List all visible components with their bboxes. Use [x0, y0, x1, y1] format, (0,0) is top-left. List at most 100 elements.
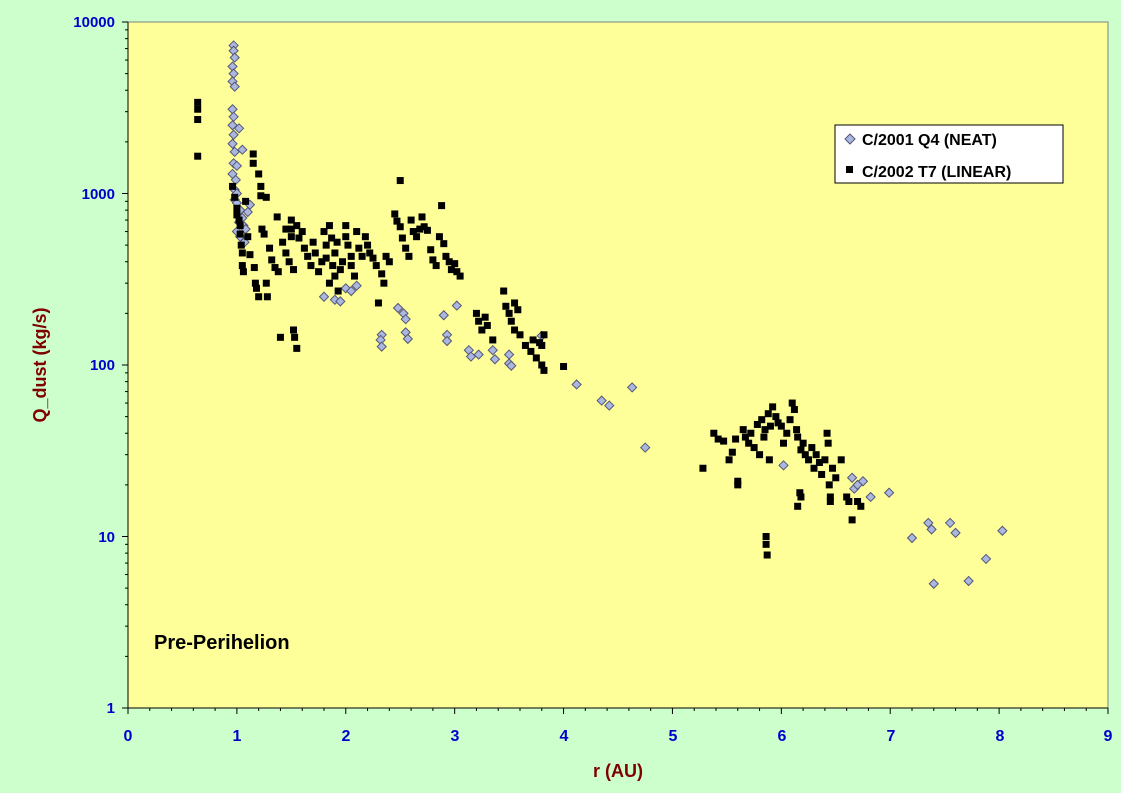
linear-data-point [237, 241, 245, 249]
neat-data-point [928, 578, 939, 589]
linear-data-point [797, 493, 805, 501]
linear-data-point [826, 497, 834, 505]
linear-data-point [538, 361, 546, 369]
neat-data-point [865, 491, 876, 503]
linear-data-point [769, 403, 777, 411]
linear-data-point [699, 464, 707, 472]
linear-data-point [244, 233, 252, 241]
linear-data-point [793, 426, 801, 434]
linear-data-point [812, 451, 820, 459]
linear-data-point [251, 279, 259, 287]
linear-data-point [824, 439, 832, 447]
linear-data-point [732, 435, 740, 443]
linear-data-point [825, 481, 833, 489]
linear-data-point [255, 293, 263, 301]
linear-data-point [249, 159, 257, 167]
linear-data-point [714, 435, 722, 443]
linear-data-point [290, 326, 298, 334]
linear-data-point [374, 299, 382, 307]
linear-data-point [258, 225, 266, 233]
linear-data-point [293, 344, 301, 352]
neat-data-point [473, 349, 484, 360]
neat-data-point [392, 302, 404, 314]
linear-data-point [342, 233, 350, 241]
neat-data-point [346, 285, 357, 297]
linear-data-point [249, 150, 257, 158]
neat-data-point [489, 354, 501, 365]
linear-data-point [427, 246, 435, 254]
linear-data-point [843, 493, 851, 501]
linear-data-point [372, 262, 380, 270]
linear-data-point [235, 216, 243, 224]
linear-data-point [315, 268, 323, 276]
linear-data-point [233, 204, 241, 212]
linear-data-point [246, 251, 254, 259]
linear-data-point [347, 262, 355, 270]
linear-data-point [409, 228, 417, 236]
neat-data-point [923, 517, 934, 529]
linear-data-point [307, 262, 315, 270]
linear-data-point [766, 422, 774, 430]
neat-data-point [846, 472, 858, 483]
neat-data-point [596, 395, 607, 406]
linear-data-point [405, 252, 413, 260]
linear-data-point [823, 429, 831, 437]
linear-data-point [423, 226, 431, 234]
linear-data-point [260, 230, 268, 238]
y-tick-label: 1 [107, 700, 115, 717]
linear-data-point [837, 456, 845, 464]
linear-data-point [291, 333, 299, 341]
linear-data-point [242, 197, 250, 205]
neat-data-point [318, 291, 330, 302]
neat-data-point [229, 146, 240, 158]
linear-data-point [407, 216, 415, 224]
linear-data-point [298, 228, 306, 236]
linear-data-point [710, 429, 718, 437]
linear-data-point [777, 422, 785, 430]
linear-data-point [796, 489, 804, 497]
neat-data-point [950, 527, 961, 539]
linear-data-point [765, 456, 773, 464]
linear-data-point [257, 192, 265, 200]
linear-data-point [366, 249, 374, 257]
linear-data-point [353, 228, 361, 236]
linear-data-point [532, 354, 540, 362]
neat-data-point [351, 280, 362, 291]
linear-data-point [322, 241, 330, 249]
x-tick-labels: 0 1 2 3 4 5 6 7 8 9 [124, 728, 1113, 745]
linear-data-point [287, 225, 295, 233]
linear-data-point [511, 326, 519, 334]
linear-data-point [747, 429, 755, 437]
y-tick-label: 1000 [82, 186, 115, 203]
linear-data-point [271, 264, 279, 272]
linear-data-point [252, 284, 260, 292]
linear-data-point [420, 223, 428, 231]
linear-data-point [758, 416, 766, 424]
linear-data-point [413, 233, 421, 241]
linear-data-point [786, 416, 794, 424]
linear-data-point [472, 309, 480, 317]
linear-data-point [505, 309, 513, 317]
linear-data-point [763, 551, 771, 559]
linear-data-point [328, 234, 336, 242]
linear-data-point [848, 516, 856, 524]
linear-data-point [329, 262, 337, 270]
linear-data-point [720, 437, 728, 445]
linear-data-point [456, 272, 464, 280]
linear-data-point [385, 258, 393, 266]
linear-data-point [475, 317, 483, 325]
linear-data-point [325, 222, 333, 230]
linear-data-point [794, 502, 802, 510]
legend-label-neat: C/2001 Q4 (NEAT) [862, 132, 997, 149]
linear-data-point [540, 366, 548, 374]
legend-square-icon [846, 166, 853, 173]
linear-data-point [361, 233, 369, 241]
linear-data-point [741, 433, 749, 441]
linear-data-point [516, 331, 524, 339]
x-tick-label: 3 [451, 728, 460, 745]
neat-data-point [571, 379, 582, 390]
linear-data-point [750, 444, 758, 452]
legend-diamond-icon [844, 133, 856, 145]
linear-data-point [194, 152, 202, 160]
